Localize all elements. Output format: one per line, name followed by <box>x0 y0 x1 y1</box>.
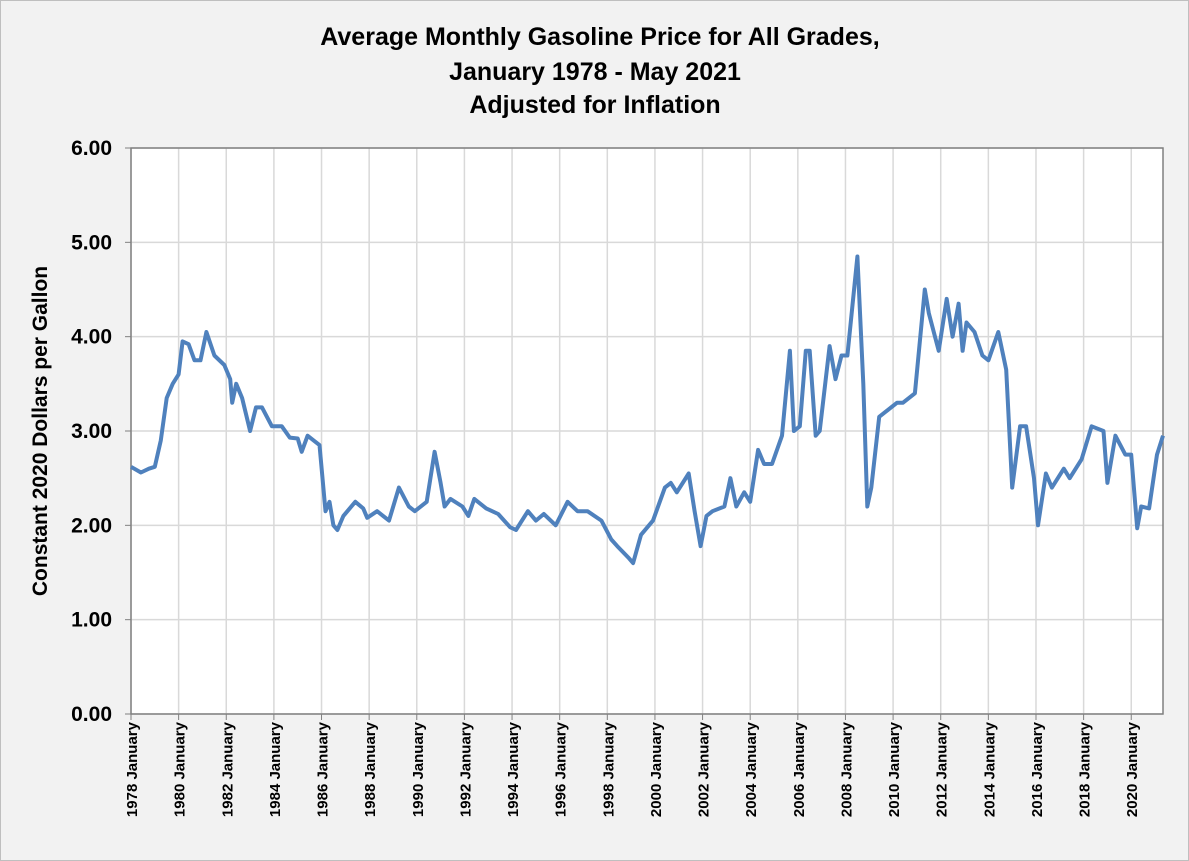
x-tick-label: 1992 January <box>457 721 474 817</box>
x-tick-label: 2002 January <box>696 721 713 817</box>
x-tick-label: 1996 January <box>553 721 570 817</box>
x-tick-label: 2004 January <box>743 721 760 817</box>
x-tick-label: 1982 January <box>219 721 236 817</box>
x-tick-label: 2008 January <box>838 721 855 817</box>
y-tick-label: 4.00 <box>71 326 112 349</box>
x-tick-label: 2000 January <box>648 721 665 817</box>
y-tick-label: 3.00 <box>71 420 112 443</box>
x-tick-label: 1978 January <box>124 721 141 817</box>
x-tick-label: 1990 January <box>410 721 427 817</box>
x-tick-label: 2012 January <box>934 721 951 817</box>
y-tick-label: 1.00 <box>71 609 112 632</box>
chart-title: Average Monthly Gasoline Price for All G… <box>320 23 879 51</box>
price-line <box>130 254 1165 566</box>
x-tick-label: 1984 January <box>267 721 284 817</box>
x-tick-label: 1988 January <box>362 721 379 817</box>
x-tick-label: 2020 January <box>1124 721 1141 817</box>
x-tick-label: 2016 January <box>1029 721 1046 817</box>
y-axis-label: Constant 2020 Dollars per Gallon <box>29 266 52 596</box>
chart-title: January 1978 - May 2021 <box>449 58 741 86</box>
y-tick-label: 5.00 <box>71 231 112 254</box>
x-tick-label: 1980 January <box>172 721 189 817</box>
chart-title: Adjusted for Inflation <box>469 91 720 119</box>
y-tick-label: 6.00 <box>71 137 112 160</box>
x-tick-label: 2006 January <box>791 721 808 817</box>
y-tick-label: 0.00 <box>71 703 112 726</box>
x-tick-label: 2018 January <box>1077 721 1094 817</box>
x-tick-label: 1994 January <box>505 721 522 817</box>
x-tick-label: 2010 January <box>886 721 903 817</box>
y-tick-label: 2.00 <box>71 514 112 537</box>
x-tick-label: 1998 January <box>600 721 617 817</box>
x-tick-label: 1986 January <box>315 721 332 817</box>
x-tick-label: 2014 January <box>981 721 998 817</box>
